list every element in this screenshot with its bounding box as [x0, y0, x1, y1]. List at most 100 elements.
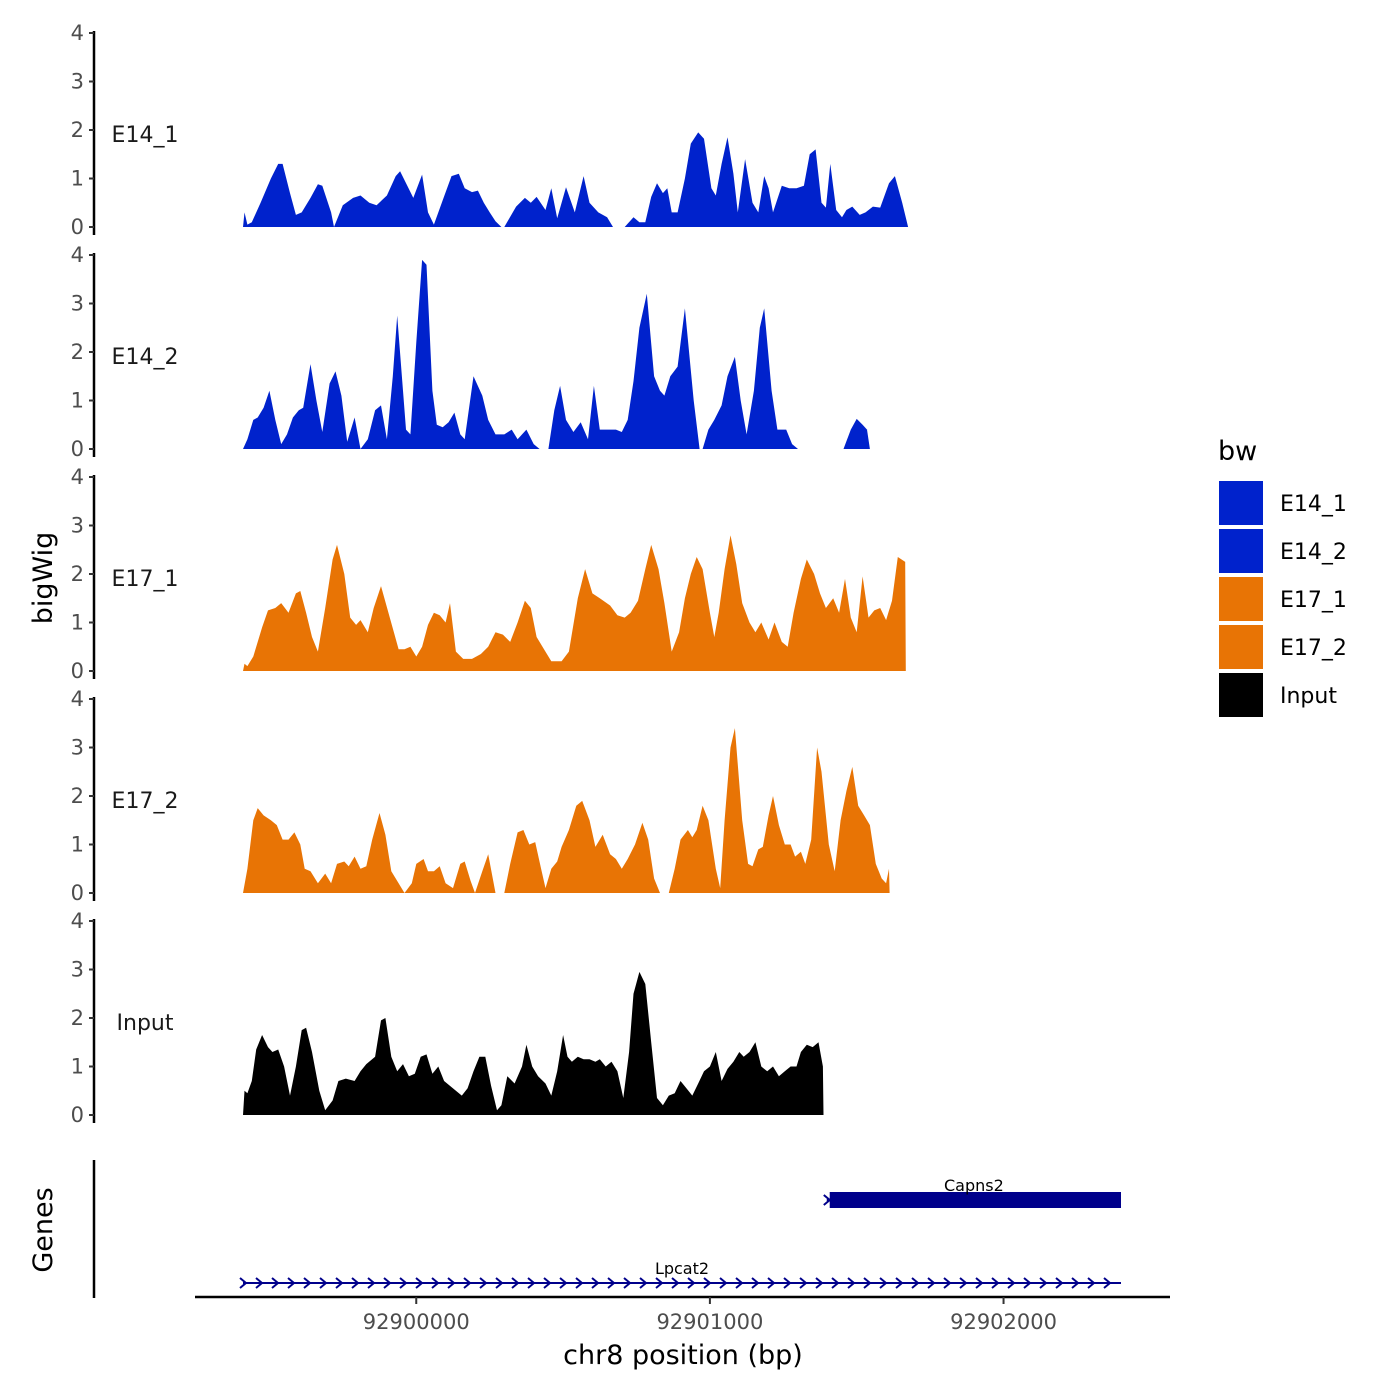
strand-arrow: [1103, 1277, 1112, 1289]
y-tick-label: 1: [71, 833, 84, 857]
area-E14_2: [243, 259, 540, 449]
gene-exon: [829, 1192, 1121, 1208]
legend-item-E14_1: E14_1: [1217, 479, 1347, 527]
x-tick-label: 92900000: [363, 1310, 470, 1334]
area-E17_2: [243, 808, 496, 893]
legend-swatch: [1217, 671, 1265, 719]
strand-arrow: [463, 1277, 472, 1289]
area-E14_2b: [548, 293, 700, 449]
y-tick-label: 3: [71, 70, 84, 94]
strand-arrow: [703, 1277, 712, 1289]
strand-arrow: [287, 1277, 296, 1289]
strand-arrow: [1007, 1277, 1016, 1289]
track-E14_2: 0 1 2 3 4 E14_2: [71, 243, 870, 461]
x-tick-label: 92901000: [656, 1310, 763, 1334]
strand-arrow: [303, 1277, 312, 1289]
strand-arrow: [559, 1277, 568, 1289]
track-label: Input: [117, 1011, 174, 1036]
strand-arrow: [751, 1277, 760, 1289]
strand-arrow: [495, 1277, 504, 1289]
strand-arrow: [511, 1277, 520, 1289]
strand-arrow: [639, 1277, 648, 1289]
strand-arrow: [991, 1277, 1000, 1289]
legend-label: E14_2: [1280, 540, 1347, 565]
legend: bw E14_1 E14_2 E17_1 E17_2 Input: [1217, 436, 1347, 719]
strand-arrow: [447, 1277, 456, 1289]
legend-item-E17_1: E17_1: [1217, 575, 1347, 623]
strand-arrow: [1087, 1277, 1096, 1289]
track-E14_1: 0 1 2 3 4 E14_1: [71, 21, 909, 239]
y-tick-label: 1: [71, 611, 84, 635]
strand-arrow: [591, 1277, 600, 1289]
track-E17_2: 0 1 2 3 4 E17_2: [71, 687, 890, 905]
legend-swatch: [1217, 623, 1265, 671]
y-tick-label: 2: [71, 340, 84, 364]
gene-label: Lpcat2: [655, 1259, 709, 1278]
y-tick-label: 4: [71, 243, 84, 267]
y-tick-label: 3: [71, 514, 84, 538]
strand-arrow: [1023, 1277, 1032, 1289]
area-E17_2c: [668, 728, 890, 893]
y-tick-label: 2: [71, 562, 84, 586]
area-E17_2b: [504, 800, 660, 893]
area-E17_1: [243, 535, 906, 671]
legend-swatch: [1217, 575, 1265, 623]
y-tick-label: 1: [71, 1055, 84, 1079]
y-tick-label: 2: [71, 118, 84, 142]
strand-arrow: [1055, 1277, 1064, 1289]
track-Input: 0 1 2 3 4 Input: [71, 909, 824, 1127]
strand-arrow: [815, 1277, 824, 1289]
gene-label: Capns2: [944, 1176, 1004, 1195]
legend-item-Input: Input: [1217, 671, 1337, 719]
y-tick-label: 1: [71, 389, 84, 413]
strand-arrow: [271, 1277, 280, 1289]
strand-arrow: [879, 1277, 888, 1289]
strand-arrow: [351, 1277, 360, 1289]
track-label: E14_2: [112, 345, 179, 370]
strand-arrow: [911, 1277, 920, 1289]
strand-arrow: [719, 1277, 728, 1289]
strand-arrow: [959, 1277, 968, 1289]
y-tick-label: 3: [71, 292, 84, 316]
strand-arrow: [239, 1277, 248, 1289]
strand-arrow: [527, 1277, 536, 1289]
x-tick-label: 92902000: [950, 1310, 1057, 1334]
y-tick-label: 2: [71, 1006, 84, 1030]
strand-arrow: [543, 1277, 552, 1289]
y-tick-label: 4: [71, 21, 84, 45]
strand-arrow: [687, 1277, 696, 1289]
legend-title: bw: [1218, 436, 1257, 467]
strand-arrow: [655, 1277, 664, 1289]
area-E14_2c: [702, 308, 798, 449]
y-tick-label: 3: [71, 958, 84, 982]
track-label: E17_2: [112, 789, 179, 814]
legend-label: E17_2: [1280, 636, 1347, 661]
y-tick-label: 0: [71, 437, 84, 461]
y-tick-label: 0: [71, 215, 84, 239]
legend-swatch: [1217, 527, 1265, 575]
track-label: E14_1: [112, 123, 179, 148]
strand-arrow: [767, 1277, 776, 1289]
track-E17_1: 0 1 2 3 4 E17_1: [71, 465, 906, 683]
y-tick-label: 3: [71, 736, 84, 760]
strand-arrow: [383, 1277, 392, 1289]
track-label: E17_1: [112, 567, 179, 592]
legend-item-E17_2: E17_2: [1217, 623, 1347, 671]
genes-track-title: Genes: [28, 1187, 59, 1272]
y-tick-label: 0: [71, 881, 84, 905]
area-E14_1: [243, 163, 502, 227]
strand-arrow: [831, 1277, 840, 1289]
strand-arrow: [255, 1277, 264, 1289]
legend-swatch: [1217, 479, 1265, 527]
x-axis-title: chr8 position (bp): [563, 1340, 803, 1371]
y-tick-label: 4: [71, 465, 84, 489]
area-E14_1b: [504, 176, 613, 227]
strand-arrow: [735, 1277, 744, 1289]
y-tick-label: 0: [71, 659, 84, 683]
strand-arrow: [607, 1277, 616, 1289]
legend-label: E14_1: [1280, 492, 1347, 517]
tracks-layer: 0 1 2 3 4 E14_1 0 1 2 3 4 E14_2 0 1 2 3 4 E17_1 0 1 2 3 4 E17_2…: [71, 21, 909, 1127]
strand-arrow: [479, 1277, 488, 1289]
strand-arrow: [943, 1277, 952, 1289]
